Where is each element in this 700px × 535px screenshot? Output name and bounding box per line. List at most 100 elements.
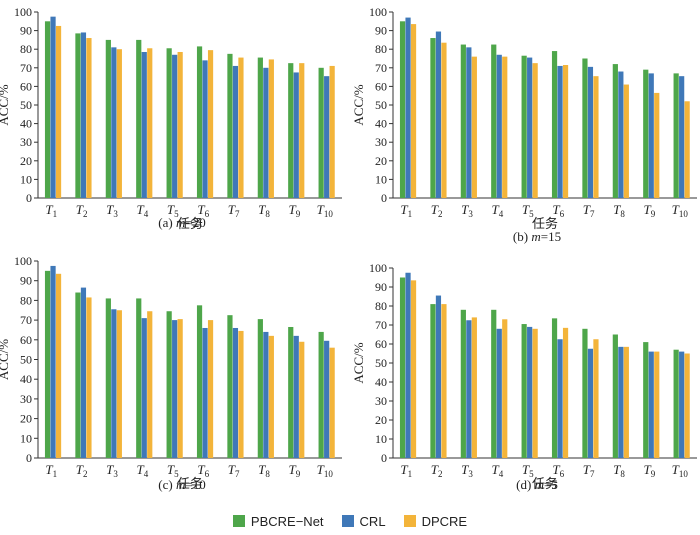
x-tick-label: T6 xyxy=(197,462,209,479)
x-tick-label: T5 xyxy=(522,462,534,479)
bar-pbcre-net-T6 xyxy=(196,46,203,198)
x-tick-label: T7 xyxy=(228,462,240,479)
bar-pbcre-net-T3 xyxy=(105,298,111,458)
y-tick-label: 40 xyxy=(20,117,32,131)
x-axis-label: 任务 xyxy=(532,216,558,231)
legend-label: DPCRE xyxy=(421,513,468,529)
x-tick-label: T9 xyxy=(289,202,301,219)
bar-crl-T10 xyxy=(324,340,330,458)
bar-pbcre-net-T2 xyxy=(75,33,81,198)
bar-dpcre-T8 xyxy=(268,59,274,199)
x-tick-label: T1 xyxy=(400,202,412,219)
y-tick-label: 90 xyxy=(375,24,387,38)
legend-swatch xyxy=(341,515,354,527)
y-axis-label: ACC/% xyxy=(0,84,11,125)
y-tick-label: 70 xyxy=(20,61,32,75)
bar-dpcre-T9 xyxy=(654,351,660,458)
bar-pbcre-net-T6 xyxy=(551,318,558,458)
x-axis-label: 任务 xyxy=(177,476,203,491)
x-tick-label: T3 xyxy=(461,462,473,479)
panel-caption: (d) m=5 xyxy=(516,477,558,492)
x-tick-label: T8 xyxy=(258,202,270,219)
bar-crl-T9 xyxy=(648,351,654,458)
y-tick-label: 60 xyxy=(20,333,32,347)
x-tick-label: T4 xyxy=(137,202,149,219)
y-tick-label: 10 xyxy=(20,431,32,445)
bar-pbcre-net-T8 xyxy=(257,57,263,198)
bar-pbcre-net-T4 xyxy=(136,39,142,199)
bar-dpcre-T8 xyxy=(268,335,274,458)
bar-crl-T8 xyxy=(263,331,269,458)
legend-label: CRL xyxy=(359,513,386,529)
bar-pbcre-net-T5 xyxy=(521,55,527,199)
x-tick-label: T2 xyxy=(431,462,443,479)
legend-item-pbcre-net: PBCRE−Net xyxy=(232,513,324,529)
bar-pbcre-net-T4 xyxy=(491,44,497,198)
bar-pbcre-net-T7 xyxy=(227,53,233,198)
bar-pbcre-net-T5 xyxy=(166,311,172,458)
x-tick-label: T3 xyxy=(461,202,473,219)
legend-label: PBCRE−Net xyxy=(250,513,324,529)
bar-crl-T3 xyxy=(111,47,117,199)
bar-dpcre-T1 xyxy=(410,24,417,199)
bar-crl-T7 xyxy=(232,65,239,198)
bar-crl-T8 xyxy=(618,346,624,458)
bar-pbcre-net-T2 xyxy=(430,304,436,458)
bar-dpcre-T2 xyxy=(86,297,92,458)
chart-panel-2: 0 10 20 30 40 50 60 70 80 90 100 ACC/% T1 T2 T3 T4 T5 T6 T… xyxy=(351,5,697,244)
bar-dpcre-T7 xyxy=(593,339,599,458)
bar-dpcre-T1 xyxy=(410,280,417,458)
bar-pbcre-net-T5 xyxy=(521,324,527,458)
y-tick-label: 0 xyxy=(26,451,32,465)
bar-pbcre-net-T9 xyxy=(643,342,649,458)
y-tick-label: 10 xyxy=(375,172,387,186)
x-tick-label: T2 xyxy=(76,202,88,219)
y-tick-label: 40 xyxy=(375,375,387,389)
bar-pbcre-net-T7 xyxy=(582,328,588,458)
bar-crl-T6 xyxy=(557,65,563,198)
y-tick-label: 80 xyxy=(375,42,387,56)
x-tick-label: T6 xyxy=(197,202,209,219)
bar-crl-T7 xyxy=(587,348,594,458)
bar-dpcre-T10 xyxy=(684,101,690,198)
y-tick-label: 80 xyxy=(20,42,32,56)
bar-dpcre-T10 xyxy=(684,353,690,458)
bar-crl-T5 xyxy=(172,320,178,458)
bar-pbcre-net-T4 xyxy=(491,309,497,458)
bar-dpcre-T4 xyxy=(147,48,153,198)
y-axis-label: ACC/% xyxy=(351,84,366,125)
bar-dpcre-T7 xyxy=(593,76,599,198)
bar-crl-T10 xyxy=(324,76,330,198)
legend: PBCRE−Net CRL DPCRE xyxy=(0,510,700,532)
y-tick-label: 50 xyxy=(20,98,32,112)
bar-crl-T1 xyxy=(50,16,56,199)
y-tick-label: 30 xyxy=(375,135,387,149)
chart-panel-4: 0 10 20 30 40 50 60 70 80 90 100 ACC/% T1 T2 T3 T4 T5 T6 T… xyxy=(351,261,697,492)
bar-crl-T1 xyxy=(50,265,56,458)
bar-crl-T4 xyxy=(496,328,502,458)
y-tick-label: 0 xyxy=(26,191,32,205)
bar-pbcre-net-T10 xyxy=(673,349,679,458)
bar-crl-T10 xyxy=(679,351,685,458)
y-tick-label: 40 xyxy=(20,372,32,386)
panel-caption: (c) m=10 xyxy=(158,477,205,492)
bar-pbcre-net-T4 xyxy=(136,298,142,458)
bar-dpcre-T3 xyxy=(471,56,477,198)
x-tick-label: T1 xyxy=(400,462,412,479)
y-tick-label: 100 xyxy=(369,261,387,275)
x-tick-label: T6 xyxy=(552,462,564,479)
bar-dpcre-T2 xyxy=(86,38,92,198)
x-tick-label: T9 xyxy=(644,202,656,219)
x-tick-label: T10 xyxy=(672,202,689,219)
x-tick-label: T2 xyxy=(431,202,443,219)
bar-crl-T2 xyxy=(435,31,442,199)
x-tick-label: T10 xyxy=(317,462,334,479)
x-tick-label: T2 xyxy=(76,462,88,479)
bar-crl-T7 xyxy=(587,66,594,199)
x-tick-label: T6 xyxy=(552,202,564,219)
bar-dpcre-T4 xyxy=(147,311,153,458)
bar-pbcre-net-T2 xyxy=(75,292,81,458)
y-tick-label: 50 xyxy=(375,356,387,370)
bar-crl-T8 xyxy=(263,67,269,198)
